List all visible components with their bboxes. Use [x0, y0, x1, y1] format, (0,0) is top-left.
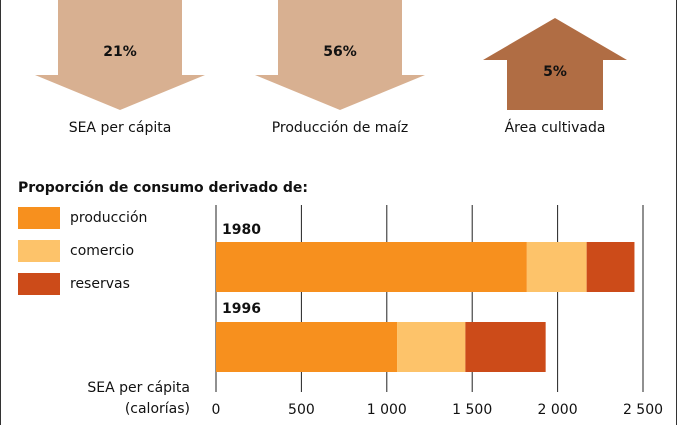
x-tick-label: 2 000: [538, 402, 578, 418]
indicator-value: 21%: [103, 44, 137, 60]
chart-title: Proporción de consumo derivado de:: [18, 180, 308, 196]
x-tick-label: 1 500: [452, 402, 492, 418]
x-tick-label: 500: [288, 402, 315, 418]
category-label: 1980: [222, 222, 261, 238]
bar-segment: [526, 242, 587, 292]
legend-swatch: [18, 207, 60, 229]
x-tick-label: 1 000: [367, 402, 407, 418]
legend-label: reservas: [70, 276, 130, 292]
arrow: [35, 0, 205, 110]
x-tick-label: 2 500: [623, 402, 663, 418]
indicator-label: Producción de maíz: [272, 120, 409, 136]
indicator-label: SEA per cápita: [69, 120, 172, 136]
legend-swatch: [18, 273, 60, 295]
bar-segment: [586, 242, 635, 292]
indicator-value: 5%: [543, 64, 567, 80]
x-axis-label: SEA per cápita: [87, 380, 190, 396]
x-axis-label: (calorías): [125, 401, 190, 417]
indicator-value: 56%: [323, 44, 357, 60]
legend-swatch: [18, 240, 60, 262]
indicator-label: Área cultivada: [505, 119, 606, 136]
arrow: [255, 0, 425, 110]
bar-segment: [216, 242, 527, 292]
bar-segment: [465, 322, 546, 372]
bar-segment: [397, 322, 466, 372]
arrow: [483, 18, 627, 110]
bar-segment: [216, 322, 398, 372]
legend-label: producción: [70, 210, 147, 226]
legend-label: comercio: [70, 243, 134, 259]
category-label: 1996: [222, 301, 261, 317]
x-tick-label: 0: [212, 402, 221, 418]
